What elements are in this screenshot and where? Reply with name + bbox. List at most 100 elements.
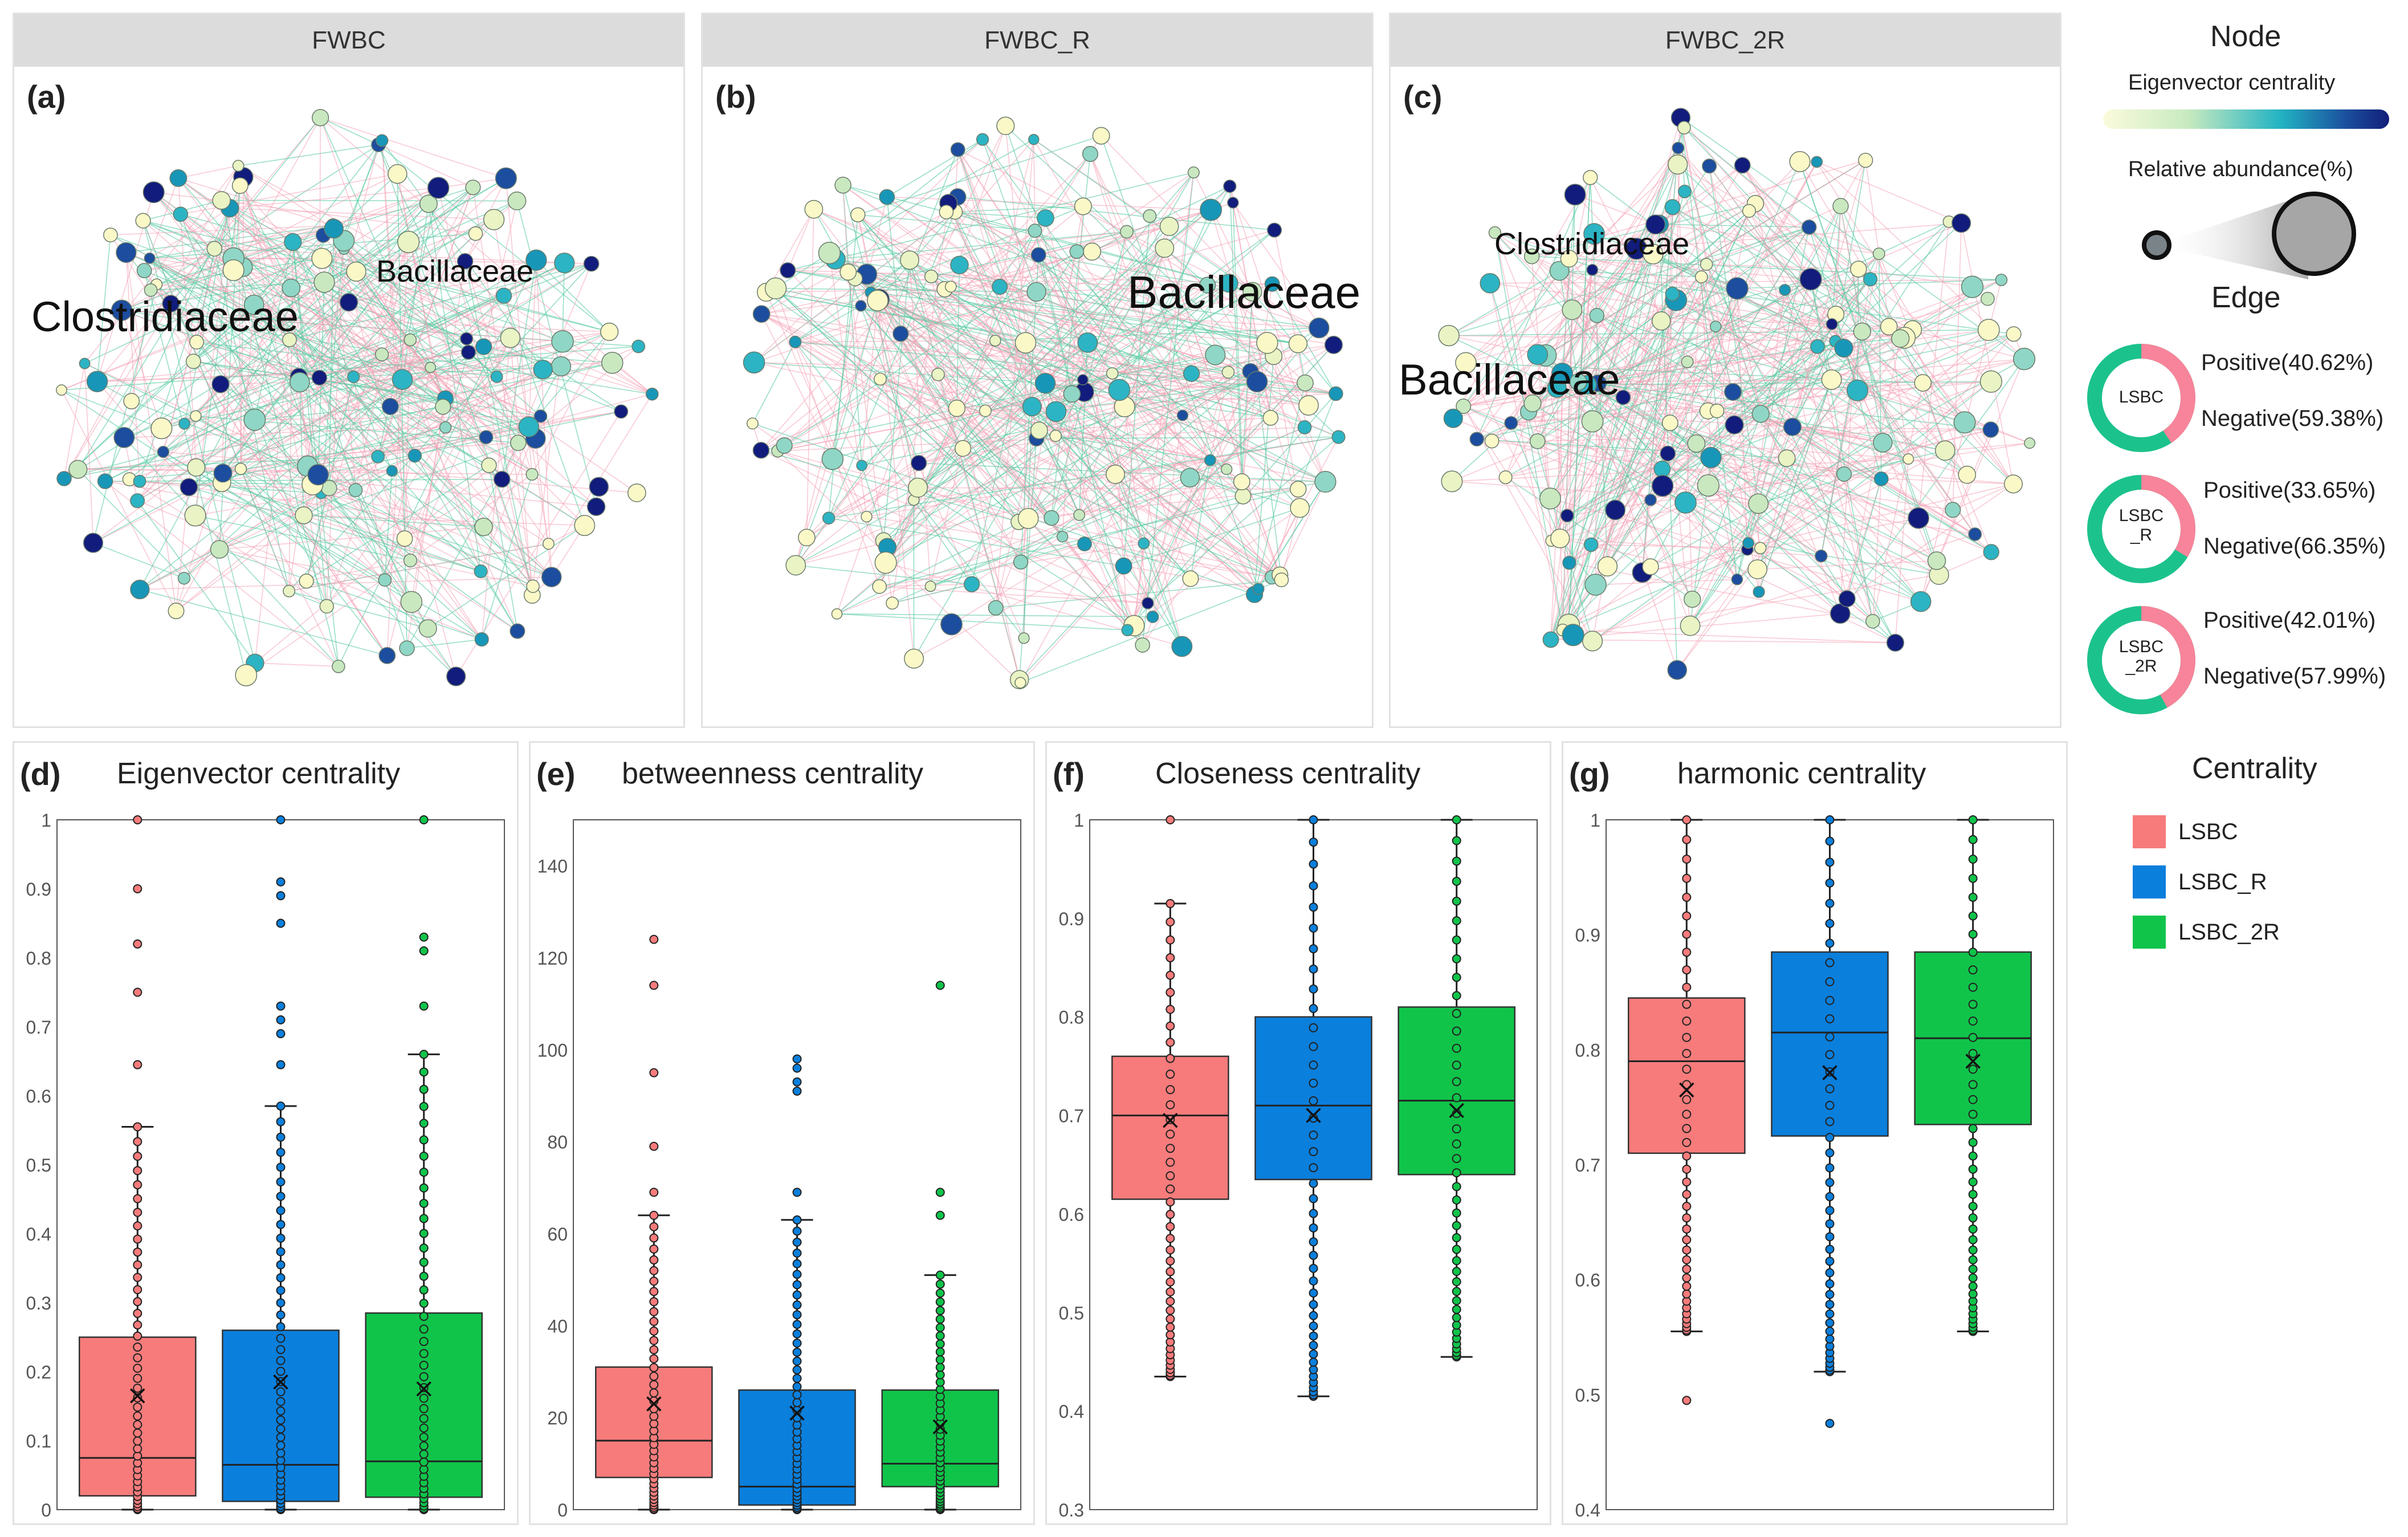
network-node — [144, 283, 158, 297]
data-point — [1166, 1197, 1175, 1207]
data-point — [1682, 1137, 1692, 1147]
data-point — [1166, 1210, 1175, 1219]
negative-edge — [870, 291, 1298, 344]
negative-edge — [1091, 185, 1231, 253]
network-node — [1438, 324, 1460, 347]
negative-edge — [406, 639, 482, 649]
network-node — [400, 591, 423, 613]
y-tick-label: 1 — [1590, 810, 1600, 831]
positive-edge — [1476, 309, 1573, 440]
network-node — [282, 278, 301, 298]
network-node — [1077, 332, 1098, 353]
positive-edge — [1550, 544, 1592, 640]
data-point — [1309, 1023, 1318, 1032]
positive-edge — [1045, 284, 1208, 384]
positive-edge — [150, 290, 549, 544]
network-node — [324, 218, 344, 239]
data-point — [1968, 982, 1978, 992]
network-node — [1018, 632, 1030, 644]
network-node — [1529, 433, 1546, 449]
positive-edge — [1669, 422, 1992, 553]
network-node — [1441, 470, 1463, 493]
negative-edge — [1659, 164, 1678, 225]
network-node — [1083, 242, 1101, 261]
data-point — [792, 1270, 802, 1279]
data-point — [1968, 1080, 1978, 1089]
y-tick-label: 120 — [537, 948, 568, 969]
network-node — [874, 551, 897, 574]
network-node — [446, 666, 466, 686]
positive-edge — [761, 314, 1037, 440]
negative-edge — [832, 278, 856, 460]
positive-edge — [879, 153, 1091, 380]
network-node — [1314, 470, 1337, 493]
network-node — [554, 253, 575, 274]
data-point — [792, 1356, 802, 1366]
network-node — [1267, 222, 1282, 238]
network-node — [1652, 311, 1671, 331]
negative-edge — [1623, 397, 1921, 602]
positive-edge — [125, 252, 177, 611]
data-point — [1825, 1245, 1835, 1254]
negative-edge — [1020, 579, 1282, 684]
network-node — [886, 596, 899, 610]
negative-edge — [918, 229, 1275, 489]
outlier-point — [419, 1001, 429, 1011]
positive-edge — [184, 282, 325, 424]
data-point — [1309, 881, 1318, 891]
network-node — [493, 470, 511, 488]
y-tick-label: 1 — [41, 810, 51, 831]
positive-edge — [1077, 251, 1319, 328]
network-node — [1778, 449, 1796, 467]
outlier-point — [792, 1188, 802, 1197]
positive-edge — [1717, 389, 1858, 412]
negative-edge — [317, 474, 412, 603]
data-point — [419, 1423, 429, 1433]
data-point — [1309, 944, 1318, 954]
network-node — [976, 133, 989, 146]
data-point — [276, 1101, 286, 1111]
network-node — [311, 247, 333, 269]
mean-marker — [1449, 1103, 1464, 1119]
boxplot-betweenness: 0 20 40 60 80 100 120 140 — [537, 819, 1021, 1520]
network-node — [403, 554, 418, 568]
data-point — [1166, 1296, 1175, 1306]
negative-edge — [240, 468, 457, 677]
data-point — [1309, 859, 1318, 869]
positive-edge — [870, 292, 1148, 604]
positive-edge — [837, 426, 1305, 615]
data-point — [1166, 1038, 1175, 1047]
negative-edge — [1190, 460, 1211, 579]
negative-edge — [1810, 279, 1832, 380]
mean-marker — [1306, 1108, 1321, 1123]
panel-tag: (f) — [1053, 756, 1085, 792]
negative-edge — [343, 144, 379, 241]
data-point — [1825, 958, 1835, 967]
data-point — [276, 1356, 286, 1365]
positive-edge — [999, 286, 1334, 345]
positive-edge — [150, 290, 443, 408]
negative-edge — [900, 333, 1040, 431]
positive-edge — [1749, 210, 1818, 347]
outlier-point — [133, 1060, 142, 1070]
network-node — [1233, 473, 1250, 491]
data-point — [276, 1260, 286, 1270]
positive-edge — [1816, 161, 1962, 224]
network-node — [1073, 509, 1086, 521]
network-node — [206, 241, 222, 257]
network-node — [1227, 197, 1239, 209]
network-node — [1187, 166, 1200, 179]
positive-edge — [1033, 139, 1334, 345]
positive-edge — [1590, 177, 1709, 412]
positive-edge — [1556, 388, 1563, 631]
abundance-legend-label: Relative abundance(%) — [2128, 157, 2354, 181]
positive-edge — [144, 225, 333, 271]
network-node — [2024, 437, 2036, 449]
negative-edge — [1696, 443, 1896, 643]
network-node — [931, 367, 945, 381]
negative-edge — [63, 225, 333, 479]
data-point — [1452, 896, 1461, 906]
network-node — [1734, 157, 1751, 174]
positive-edge — [222, 379, 403, 474]
data-point — [276, 1192, 286, 1201]
